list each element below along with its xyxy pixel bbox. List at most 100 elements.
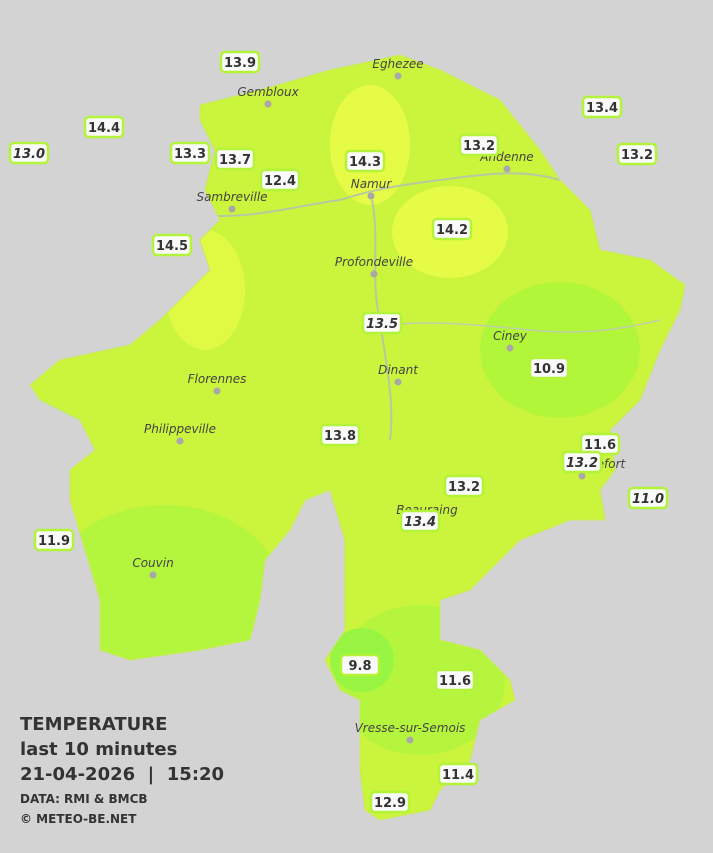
station-value: 13.7 [219, 153, 251, 168]
town-dot [176, 437, 184, 445]
station: 13.3 [169, 141, 211, 165]
station-value: 14.4 [88, 121, 120, 136]
town-label: Vresse-sur-Semois [355, 721, 466, 735]
station-value: 9.8 [348, 659, 371, 674]
town-label: Ciney [493, 329, 528, 343]
station-value: 14.3 [349, 155, 381, 170]
caption-source: DATA: RMI & BMCB [20, 792, 148, 806]
station-value: 12.9 [374, 796, 406, 811]
town-label: Philippeville [144, 422, 216, 436]
station-box [319, 423, 361, 447]
town-dot [406, 736, 414, 744]
station-value: 13.8 [324, 429, 356, 444]
station-box [339, 653, 381, 677]
town-dot [264, 100, 272, 108]
station-box [33, 528, 75, 552]
station-box [219, 50, 261, 74]
station: 12.9 [369, 790, 411, 814]
town-label: Namur [351, 177, 393, 191]
station: 13.5 [361, 311, 403, 335]
river [199, 172, 561, 217]
station-box [369, 790, 411, 814]
station-value: 13.2 [448, 480, 480, 495]
town-dot [228, 205, 236, 213]
station-box [8, 141, 50, 165]
station: 11.9 [33, 528, 75, 552]
station: 10.9 [528, 356, 570, 380]
station-value: 11.9 [38, 534, 70, 549]
station-box [616, 142, 658, 166]
warm-zone [330, 85, 410, 205]
station: 13.2 [561, 450, 603, 474]
station: 13.2 [458, 133, 500, 157]
station-value: 11.6 [584, 438, 616, 453]
station-value: 11.6 [439, 674, 471, 689]
station-value: 11.4 [442, 768, 474, 783]
station-box [581, 95, 623, 119]
station-box [344, 149, 386, 173]
town-label: Profondeville [335, 255, 413, 269]
town-dot [503, 165, 511, 173]
town-label: Dinant [378, 363, 419, 377]
station-value: 11.0 [632, 492, 664, 507]
station-value: 13.2 [621, 148, 653, 163]
station-box [259, 168, 301, 192]
station: 14.5 [151, 233, 193, 257]
town-dot [213, 387, 221, 395]
station-value: 13.9 [224, 56, 256, 71]
town-dot [506, 344, 514, 352]
station: 13.2 [443, 474, 485, 498]
station-box [528, 356, 570, 380]
station-value: 14.5 [156, 239, 188, 254]
caption-datetime: 21-04-2026 | 15:20 [20, 764, 224, 785]
station: 11.4 [437, 762, 479, 786]
station: 11.6 [434, 668, 476, 692]
cool-zone [480, 282, 640, 418]
town-label: Sambreville [196, 190, 267, 204]
town-dot [370, 270, 378, 278]
town-dot [367, 192, 375, 200]
station: 13.9 [219, 50, 261, 74]
station: 13.0 [8, 141, 50, 165]
town-label: Gembloux [237, 85, 299, 99]
station-box [443, 474, 485, 498]
station: 13.8 [319, 423, 361, 447]
cool-zone [50, 505, 280, 675]
station-value: 13.3 [174, 147, 206, 162]
caption-subtitle: last 10 minutes [20, 739, 177, 760]
station-box [399, 509, 441, 533]
station: 14.3 [344, 149, 386, 173]
station: 14.2 [431, 217, 473, 241]
station-box [431, 217, 473, 241]
station-value: 13.2 [566, 456, 598, 471]
station-value: 13.5 [366, 317, 398, 332]
station-box [627, 486, 669, 510]
station: 13.4 [581, 95, 623, 119]
station: 13.7 [214, 147, 256, 171]
station-value: 14.2 [436, 223, 468, 238]
station-box [458, 133, 500, 157]
station: 9.8 [339, 653, 381, 677]
town-dot [394, 378, 402, 386]
station-box [169, 141, 211, 165]
station-box [83, 115, 125, 139]
town-dot [149, 571, 157, 579]
station-value: 10.9 [533, 362, 565, 377]
town-label: Eghezee [372, 57, 423, 71]
river [389, 319, 661, 333]
caption-title: TEMPERATURE [20, 714, 167, 735]
station-value: 13.4 [404, 515, 436, 530]
caption: TEMPERATURE last 10 minutes 21-04-2026 |… [20, 714, 224, 826]
station: 13.4 [399, 509, 441, 533]
station-value: 13.2 [463, 139, 495, 154]
town-label: Couvin [132, 556, 173, 570]
town-label: Florennes [188, 372, 247, 386]
station-box [437, 762, 479, 786]
caption-credit: © METEO-BE.NET [20, 812, 137, 826]
province-border [29, 54, 686, 821]
station: 13.2 [616, 142, 658, 166]
station-box [561, 450, 603, 474]
station-value: 13.0 [13, 147, 45, 162]
town-dot [394, 72, 402, 80]
